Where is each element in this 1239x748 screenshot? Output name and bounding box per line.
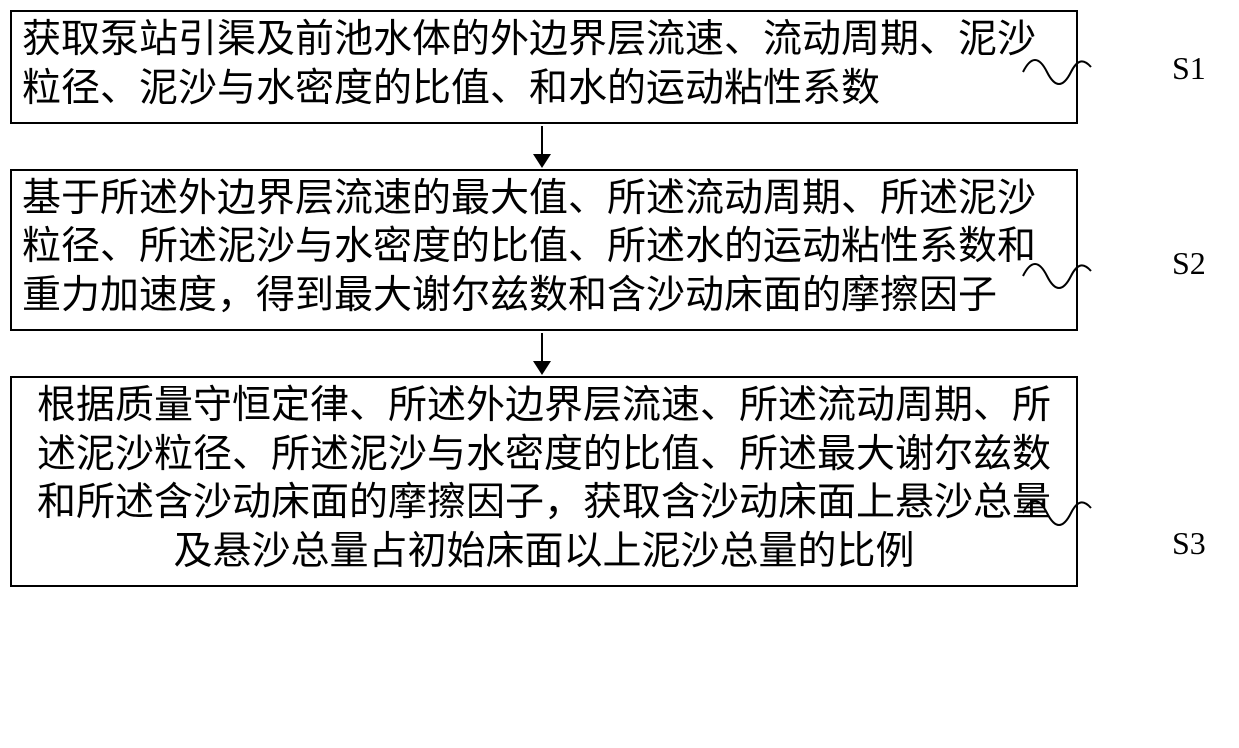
arrow-1 (10, 124, 1074, 169)
wavy-connector-2 (1018, 246, 1098, 306)
flow-box-3: 根据质量守恒定律、所述外边界层流速、所述流动周期、所述泥沙粒径、所述泥沙与水密度… (10, 376, 1078, 587)
flow-box-1: 获取泵站引渠及前池水体的外边界层流速、流动周期、泥沙粒径、泥沙与水密度的比值、和… (10, 10, 1078, 124)
arrow-2 (10, 331, 1074, 376)
box-3-text: 根据质量守恒定律、所述外边界层流速、所述流动周期、所述泥沙粒径、所述泥沙与水密度… (37, 384, 1051, 573)
box-2-text-left: 基于所述外边界层流速的最大值、所述流动周期、所述泥沙粒径、所述泥沙与水密度的比值… (22, 175, 1066, 321)
label-s3: S3 (1172, 525, 1206, 562)
flowchart-container: 获取泵站引渠及前池水体的外边界层流速、流动周期、泥沙粒径、泥沙与水密度的比值、和… (0, 0, 1220, 587)
wavy-connector-1 (1018, 42, 1098, 102)
wavy-connector-3 (1018, 483, 1098, 543)
label-s1: S1 (1172, 50, 1206, 87)
label-s2: S2 (1172, 245, 1206, 282)
box-1-text: 获取泵站引渠及前池水体的外边界层流速、流动周期、泥沙粒径、泥沙与水密度的比值、和… (22, 18, 1036, 110)
box-2-text: 基于所述外边界层流速的最大值、所述流动周期、所述泥沙粒径、所述泥沙与水密度的比值… (22, 177, 1036, 318)
flow-box-2: 基于所述外边界层流速的最大值、所述流动周期、所述泥沙粒径、所述泥沙与水密度的比值… (10, 169, 1078, 331)
